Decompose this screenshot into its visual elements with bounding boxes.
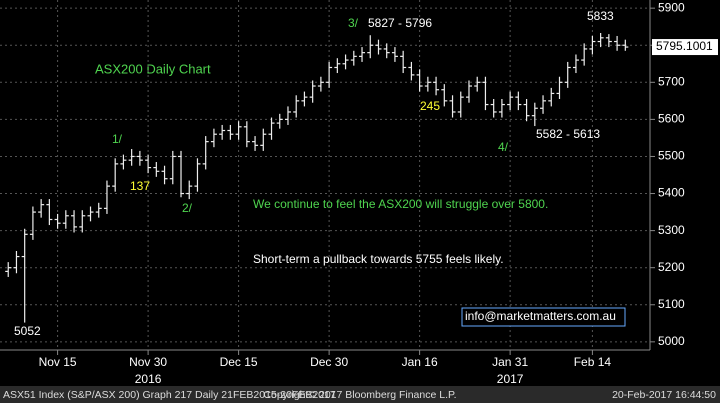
annotation: 5833 bbox=[587, 9, 614, 23]
annotation: 2/ bbox=[182, 201, 193, 215]
y-tick-label: 5000 bbox=[658, 334, 685, 348]
x-tick-label: Jan 16 bbox=[402, 355, 438, 369]
link-box bbox=[461, 307, 626, 327]
annotation: 5827 - 5796 bbox=[368, 16, 432, 30]
y-tick-label: 5600 bbox=[658, 112, 685, 126]
last-price-label: 5795.1001 bbox=[656, 39, 713, 53]
y-tick-label: 5200 bbox=[658, 260, 685, 274]
y-tick-label: 5900 bbox=[658, 0, 685, 14]
annotation: 245 bbox=[420, 99, 440, 113]
x-tick-label: Dec 30 bbox=[310, 355, 348, 369]
y-tick-label: 5500 bbox=[658, 149, 685, 163]
y-tick-label: 5300 bbox=[658, 223, 685, 237]
y-tick-label: 5700 bbox=[658, 74, 685, 88]
footer-text: Copyright© 2017 Bloomberg Finance L.P. bbox=[263, 389, 456, 401]
annotation: We continue to feel the ASX200 will stru… bbox=[253, 197, 548, 211]
y-tick-label: 5100 bbox=[658, 297, 685, 311]
annotation: Short-term a pullback towards 5755 feels… bbox=[253, 252, 504, 266]
footer-text: 20-Feb-2017 16:44:50 bbox=[612, 389, 716, 401]
x-tick-label: Nov 15 bbox=[39, 355, 77, 369]
annotation: 3/ bbox=[348, 16, 359, 30]
x-tick-label: Jan 31 bbox=[492, 355, 528, 369]
x-tick-label: Feb 14 bbox=[574, 355, 612, 369]
x-tick-label: Nov 30 bbox=[129, 355, 167, 369]
year-label: 2017 bbox=[497, 372, 524, 386]
year-label: 2016 bbox=[135, 372, 162, 386]
annotation: 5052 bbox=[14, 324, 41, 338]
last-price-box bbox=[652, 39, 718, 56]
annotation[interactable]: info@marketmatters.com.au bbox=[465, 309, 616, 323]
chart-title: ASX200 Daily Chart bbox=[95, 61, 211, 76]
annotation: 4/ bbox=[498, 140, 509, 154]
annotation: 1/ bbox=[112, 132, 123, 146]
footer-band bbox=[0, 386, 720, 403]
y-tick-label: 5400 bbox=[658, 186, 685, 200]
annotation: 5582 - 5613 bbox=[536, 127, 600, 141]
annotation: 137 bbox=[130, 179, 150, 193]
x-tick-label: Dec 15 bbox=[220, 355, 258, 369]
footer-text: ASX51 Index (S&P/ASX 200) Graph 217 Dail… bbox=[3, 389, 336, 401]
